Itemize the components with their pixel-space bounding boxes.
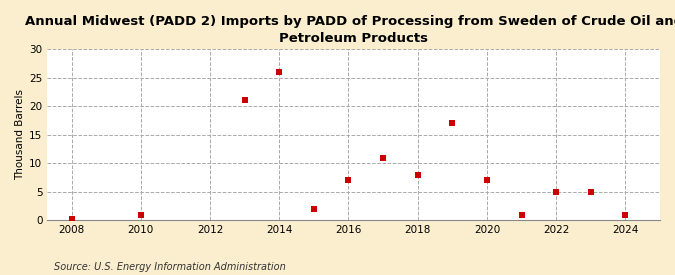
Point bbox=[447, 121, 458, 125]
Point bbox=[481, 178, 492, 183]
Y-axis label: Thousand Barrels: Thousand Barrels bbox=[15, 89, 25, 180]
Text: Source: U.S. Energy Information Administration: Source: U.S. Energy Information Administ… bbox=[54, 262, 286, 272]
Point bbox=[412, 172, 423, 177]
Point bbox=[308, 207, 319, 211]
Point bbox=[620, 213, 630, 217]
Point bbox=[585, 190, 596, 194]
Point bbox=[239, 98, 250, 103]
Point bbox=[274, 70, 285, 74]
Point bbox=[551, 190, 562, 194]
Point bbox=[343, 178, 354, 183]
Point bbox=[136, 213, 146, 217]
Point bbox=[66, 216, 77, 221]
Title: Annual Midwest (PADD 2) Imports by PADD of Processing from Sweden of Crude Oil a: Annual Midwest (PADD 2) Imports by PADD … bbox=[24, 15, 675, 45]
Point bbox=[378, 155, 389, 160]
Point bbox=[516, 213, 527, 217]
